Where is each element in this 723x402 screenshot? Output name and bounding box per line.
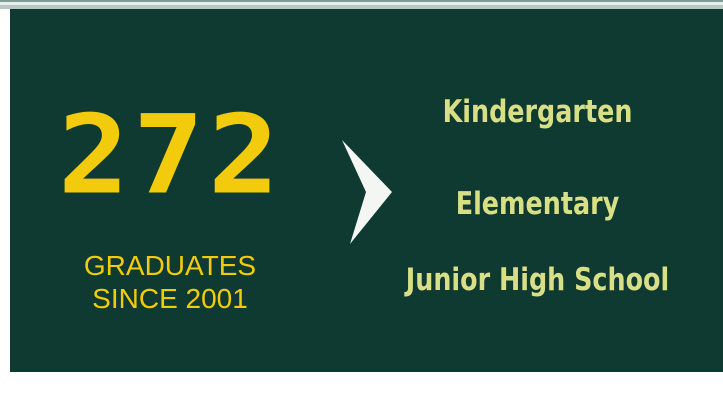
arrow-icon: [342, 140, 392, 244]
level-item: Elementary: [455, 186, 620, 222]
level-item: Kindergarten: [442, 94, 633, 130]
level-item: Junior High School: [405, 262, 670, 298]
stat-number: 272: [58, 91, 284, 219]
stat-label: SINCE 2001: [92, 283, 248, 314]
stat-label: GRADUATES: [83, 250, 257, 281]
top-border: [0, 0, 723, 9]
